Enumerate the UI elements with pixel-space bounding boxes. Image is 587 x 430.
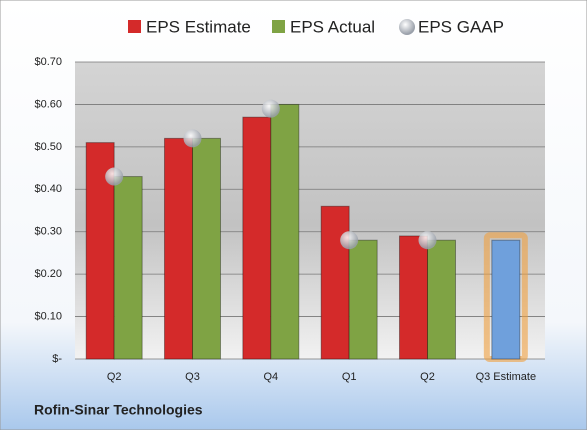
gaap-marker bbox=[261, 99, 280, 118]
bar bbox=[164, 137, 193, 360]
x-tick-label: Q3 bbox=[185, 371, 200, 383]
gaap-marker bbox=[418, 231, 437, 250]
y-tick-label: $0.60 bbox=[34, 98, 62, 110]
legend-label: EPS Estimate bbox=[146, 17, 251, 36]
x-tick-label: Q3 Estimate bbox=[476, 371, 537, 383]
footer: Rofin-Sinar Technologies bbox=[34, 402, 203, 418]
y-tick-label: $0.20 bbox=[34, 268, 62, 280]
gaap-marker bbox=[183, 129, 202, 148]
x-tick-label: Q2 bbox=[420, 371, 435, 383]
legend-label: EPS GAAP bbox=[418, 17, 504, 36]
bar bbox=[427, 239, 456, 360]
legend-swatch bbox=[128, 20, 141, 33]
x-tick-label: Q1 bbox=[342, 371, 357, 383]
bar bbox=[320, 205, 350, 360]
bar bbox=[192, 137, 221, 360]
y-tick-label: $0.50 bbox=[34, 141, 62, 153]
x-tick-label: Q2 bbox=[107, 371, 122, 383]
gaap-marker bbox=[105, 167, 124, 186]
bar bbox=[491, 239, 521, 360]
plot-area bbox=[75, 62, 545, 359]
y-tick-label: $0.40 bbox=[34, 183, 62, 195]
bar bbox=[399, 235, 428, 360]
gaap-marker bbox=[340, 231, 359, 250]
legend-swatch bbox=[272, 20, 285, 33]
bar bbox=[348, 239, 378, 360]
x-tick-label: Q4 bbox=[263, 371, 278, 383]
y-tick-label: $0.10 bbox=[34, 310, 62, 322]
y-tick-label: $0.30 bbox=[34, 226, 62, 238]
bar bbox=[270, 103, 300, 360]
y-tick-label: $0.70 bbox=[34, 56, 62, 68]
bar bbox=[113, 176, 143, 360]
legend-label: EPS Actual bbox=[290, 17, 375, 36]
y-tick-label: $- bbox=[52, 353, 62, 365]
bar bbox=[242, 116, 272, 360]
legend-swatch bbox=[399, 19, 415, 35]
